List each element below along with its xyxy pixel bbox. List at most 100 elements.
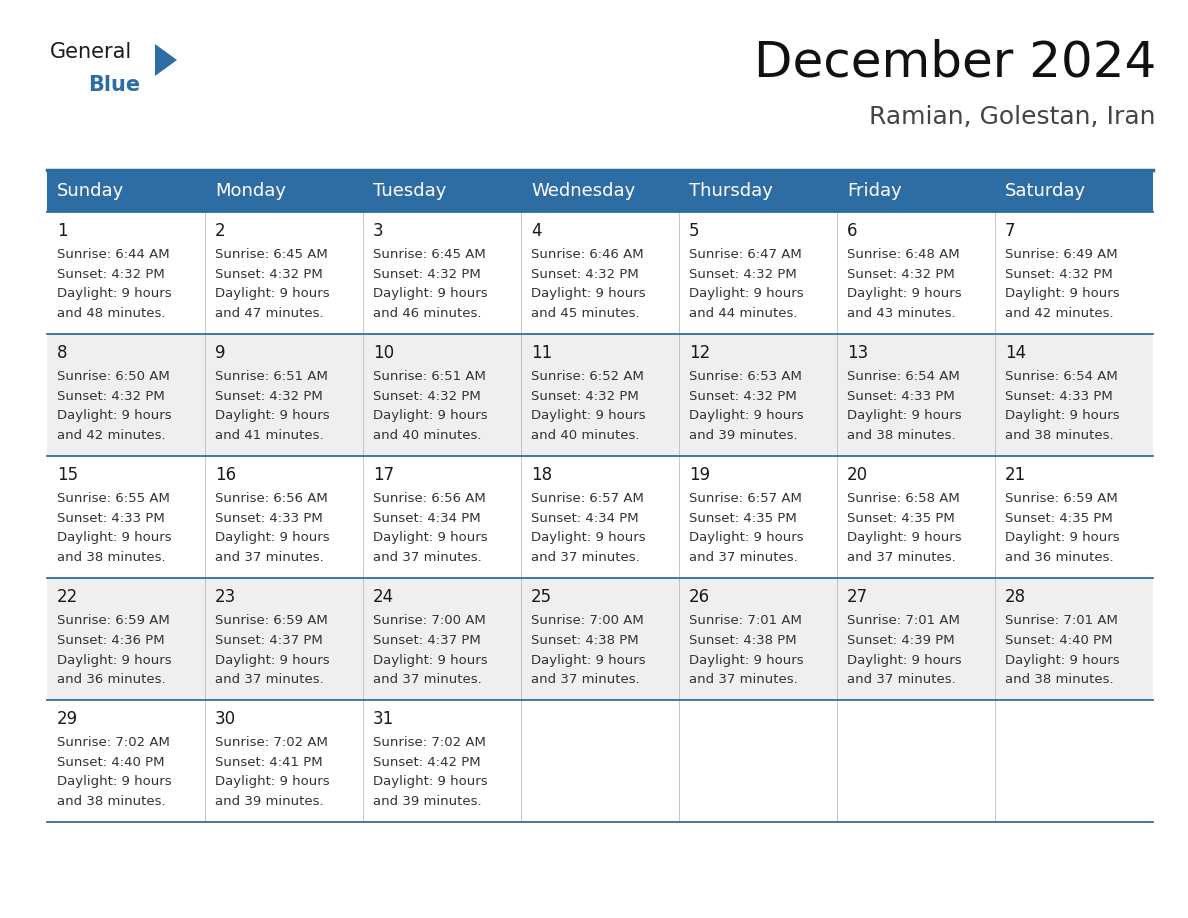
- Text: 5: 5: [689, 222, 700, 240]
- Text: Daylight: 9 hours: Daylight: 9 hours: [215, 409, 329, 422]
- Text: Daylight: 9 hours: Daylight: 9 hours: [531, 409, 645, 422]
- Text: and 37 minutes.: and 37 minutes.: [373, 673, 482, 686]
- Text: Sunset: 4:33 PM: Sunset: 4:33 PM: [847, 390, 955, 403]
- Text: Sunset: 4:40 PM: Sunset: 4:40 PM: [1005, 634, 1112, 647]
- Text: Sunrise: 6:44 AM: Sunrise: 6:44 AM: [57, 249, 170, 262]
- Text: Sunrise: 6:49 AM: Sunrise: 6:49 AM: [1005, 249, 1118, 262]
- Text: Sunrise: 6:51 AM: Sunrise: 6:51 AM: [215, 371, 328, 384]
- Text: Sunrise: 6:55 AM: Sunrise: 6:55 AM: [57, 492, 170, 506]
- Text: Sunset: 4:34 PM: Sunset: 4:34 PM: [373, 512, 481, 525]
- Text: Sunset: 4:38 PM: Sunset: 4:38 PM: [531, 634, 639, 647]
- Text: Daylight: 9 hours: Daylight: 9 hours: [57, 409, 171, 422]
- Bar: [522, 170, 680, 212]
- Text: Daylight: 9 hours: Daylight: 9 hours: [1005, 409, 1119, 422]
- Text: Sunrise: 6:48 AM: Sunrise: 6:48 AM: [847, 249, 960, 262]
- Text: Friday: Friday: [847, 182, 902, 200]
- Text: Sunrise: 6:57 AM: Sunrise: 6:57 AM: [531, 492, 644, 506]
- Text: Sunrise: 6:56 AM: Sunrise: 6:56 AM: [373, 492, 486, 506]
- Text: 6: 6: [847, 222, 858, 240]
- Text: Daylight: 9 hours: Daylight: 9 hours: [215, 287, 329, 300]
- Text: and 40 minutes.: and 40 minutes.: [531, 429, 639, 442]
- Text: 31: 31: [373, 710, 394, 728]
- Bar: [206, 170, 364, 212]
- Text: 4: 4: [531, 222, 542, 240]
- Text: Sunset: 4:32 PM: Sunset: 4:32 PM: [689, 390, 797, 403]
- Text: December 2024: December 2024: [753, 38, 1156, 86]
- Text: Daylight: 9 hours: Daylight: 9 hours: [689, 532, 803, 544]
- Text: and 37 minutes.: and 37 minutes.: [689, 551, 798, 564]
- Text: Sunset: 4:37 PM: Sunset: 4:37 PM: [215, 634, 323, 647]
- Text: and 37 minutes.: and 37 minutes.: [531, 551, 640, 564]
- Text: 14: 14: [1005, 344, 1026, 362]
- Text: Sunset: 4:32 PM: Sunset: 4:32 PM: [531, 390, 639, 403]
- Text: and 37 minutes.: and 37 minutes.: [531, 673, 640, 686]
- Text: Daylight: 9 hours: Daylight: 9 hours: [373, 654, 487, 666]
- Text: and 38 minutes.: and 38 minutes.: [1005, 673, 1113, 686]
- Text: and 36 minutes.: and 36 minutes.: [1005, 551, 1113, 564]
- Text: Sunset: 4:32 PM: Sunset: 4:32 PM: [57, 390, 165, 403]
- Text: Blue: Blue: [88, 75, 140, 95]
- Text: 24: 24: [373, 588, 394, 606]
- Text: and 39 minutes.: and 39 minutes.: [215, 795, 323, 808]
- Text: Sunrise: 7:01 AM: Sunrise: 7:01 AM: [689, 614, 802, 628]
- Text: and 46 minutes.: and 46 minutes.: [373, 307, 481, 320]
- Bar: [48, 170, 206, 212]
- Text: 1: 1: [57, 222, 68, 240]
- Text: Sunday: Sunday: [57, 182, 125, 200]
- Text: Daylight: 9 hours: Daylight: 9 hours: [373, 532, 487, 544]
- Text: Sunrise: 6:50 AM: Sunrise: 6:50 AM: [57, 371, 170, 384]
- Text: Daylight: 9 hours: Daylight: 9 hours: [689, 654, 803, 666]
- Text: and 47 minutes.: and 47 minutes.: [215, 307, 323, 320]
- Text: Daylight: 9 hours: Daylight: 9 hours: [689, 409, 803, 422]
- Text: Sunset: 4:32 PM: Sunset: 4:32 PM: [215, 390, 323, 403]
- Text: Daylight: 9 hours: Daylight: 9 hours: [57, 287, 171, 300]
- Text: Tuesday: Tuesday: [373, 182, 447, 200]
- Text: Daylight: 9 hours: Daylight: 9 hours: [531, 287, 645, 300]
- Text: 28: 28: [1005, 588, 1026, 606]
- Text: and 38 minutes.: and 38 minutes.: [847, 429, 955, 442]
- Text: Sunset: 4:34 PM: Sunset: 4:34 PM: [531, 512, 639, 525]
- Text: Sunrise: 6:57 AM: Sunrise: 6:57 AM: [689, 492, 802, 506]
- Text: 16: 16: [215, 466, 236, 484]
- Text: and 48 minutes.: and 48 minutes.: [57, 307, 165, 320]
- Text: Saturday: Saturday: [1005, 182, 1086, 200]
- Text: 26: 26: [689, 588, 710, 606]
- Text: 20: 20: [847, 466, 868, 484]
- Text: Sunset: 4:42 PM: Sunset: 4:42 PM: [373, 756, 481, 769]
- Text: Daylight: 9 hours: Daylight: 9 hours: [373, 287, 487, 300]
- Text: Sunrise: 6:45 AM: Sunrise: 6:45 AM: [215, 249, 328, 262]
- Text: Sunrise: 6:51 AM: Sunrise: 6:51 AM: [373, 371, 486, 384]
- Text: Sunrise: 6:46 AM: Sunrise: 6:46 AM: [531, 249, 644, 262]
- Text: Sunset: 4:33 PM: Sunset: 4:33 PM: [215, 512, 323, 525]
- Text: Sunrise: 7:00 AM: Sunrise: 7:00 AM: [531, 614, 644, 628]
- Bar: [48, 212, 1154, 334]
- Text: and 37 minutes.: and 37 minutes.: [689, 673, 798, 686]
- Text: 17: 17: [373, 466, 394, 484]
- Text: 3: 3: [373, 222, 384, 240]
- Bar: [364, 170, 522, 212]
- Text: Sunrise: 7:02 AM: Sunrise: 7:02 AM: [373, 736, 486, 749]
- Text: Thursday: Thursday: [689, 182, 773, 200]
- Text: 19: 19: [689, 466, 710, 484]
- Text: Sunrise: 6:52 AM: Sunrise: 6:52 AM: [531, 371, 644, 384]
- Text: and 37 minutes.: and 37 minutes.: [373, 551, 482, 564]
- Text: Sunrise: 6:47 AM: Sunrise: 6:47 AM: [689, 249, 802, 262]
- Text: Daylight: 9 hours: Daylight: 9 hours: [1005, 287, 1119, 300]
- Text: Sunrise: 6:58 AM: Sunrise: 6:58 AM: [847, 492, 960, 506]
- Text: Daylight: 9 hours: Daylight: 9 hours: [57, 532, 171, 544]
- Text: Ramian, Golestan, Iran: Ramian, Golestan, Iran: [870, 105, 1156, 129]
- Text: 11: 11: [531, 344, 552, 362]
- Text: 23: 23: [215, 588, 236, 606]
- Text: and 44 minutes.: and 44 minutes.: [689, 307, 797, 320]
- Text: and 37 minutes.: and 37 minutes.: [847, 551, 956, 564]
- Text: and 39 minutes.: and 39 minutes.: [373, 795, 481, 808]
- Text: 27: 27: [847, 588, 868, 606]
- Text: 8: 8: [57, 344, 68, 362]
- Text: Daylight: 9 hours: Daylight: 9 hours: [215, 532, 329, 544]
- Text: Sunrise: 6:59 AM: Sunrise: 6:59 AM: [57, 614, 170, 628]
- Text: 2: 2: [215, 222, 226, 240]
- Text: Daylight: 9 hours: Daylight: 9 hours: [215, 776, 329, 789]
- Text: Sunset: 4:32 PM: Sunset: 4:32 PM: [689, 268, 797, 281]
- Text: Daylight: 9 hours: Daylight: 9 hours: [215, 654, 329, 666]
- Text: Wednesday: Wednesday: [531, 182, 636, 200]
